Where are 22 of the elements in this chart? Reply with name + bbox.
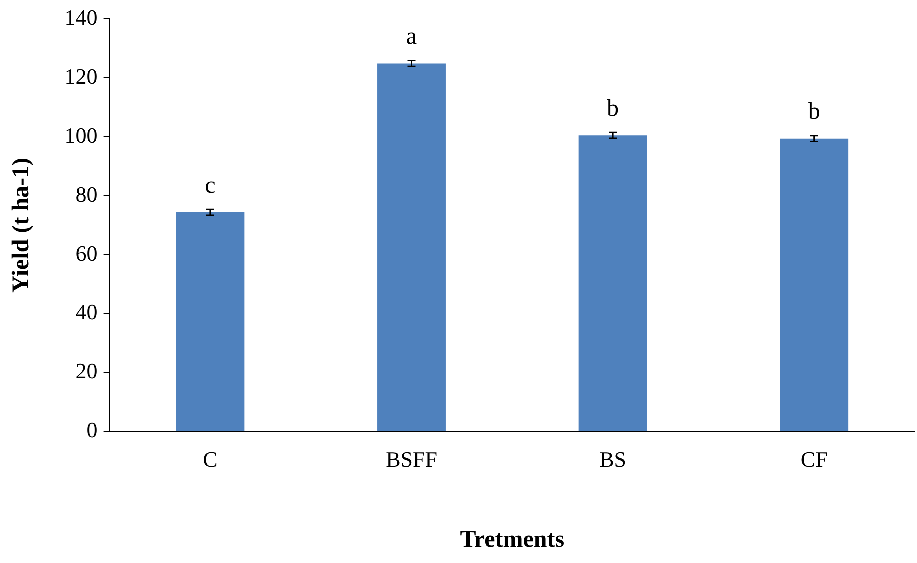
y-axis-title: Yield (t ha-1) [8, 158, 35, 294]
y-tick-label: 60 [76, 240, 98, 266]
bar [578, 136, 648, 432]
x-axis-title: Tretments [460, 526, 565, 553]
y-tick-label: 100 [64, 122, 98, 148]
y-tick-label: 80 [76, 182, 98, 207]
annotation: c [205, 172, 216, 199]
y-tick-label: 0 [86, 418, 98, 443]
y-tick-label: 140 [64, 4, 98, 30]
x-tick-label: BS [600, 446, 627, 472]
bar [176, 212, 245, 432]
x-tick-label: C [203, 446, 218, 472]
y-tick-label: 20 [76, 358, 98, 384]
bar [780, 138, 849, 432]
annotation: b [808, 99, 820, 126]
y-tick-label: 40 [76, 300, 98, 325]
x-tick-label: BSFF [386, 446, 438, 472]
bar [378, 64, 446, 432]
y-tick-label: 120 [64, 64, 98, 89]
annotation: b [607, 96, 620, 122]
x-tick-label: CF [800, 446, 828, 472]
annotation: a [406, 24, 418, 50]
